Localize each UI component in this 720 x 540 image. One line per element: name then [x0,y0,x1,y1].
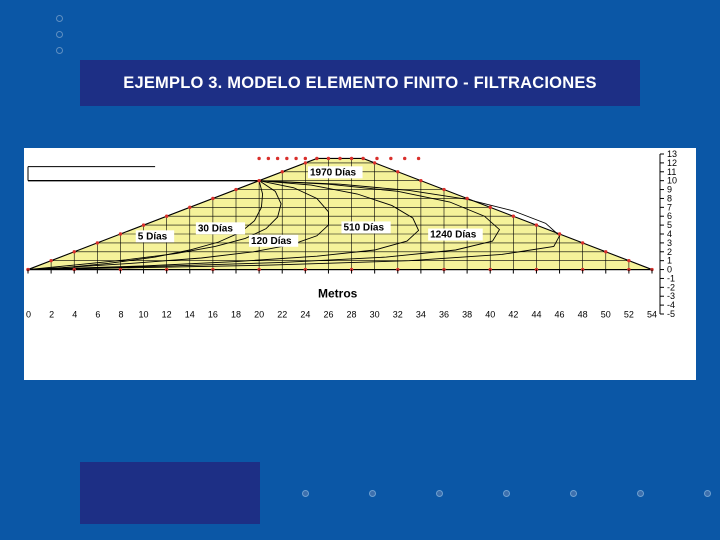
svg-text:9: 9 [667,185,672,195]
svg-text:-2: -2 [667,282,675,292]
svg-text:1970 Días: 1970 Días [310,167,357,178]
svg-text:5 Días: 5 Días [138,231,168,242]
svg-text:2: 2 [49,310,54,320]
svg-text:22: 22 [277,310,287,320]
svg-text:1: 1 [667,256,672,266]
footer-dots [302,490,711,497]
svg-text:2: 2 [667,247,672,257]
svg-text:36: 36 [439,310,449,320]
svg-text:14: 14 [185,310,195,320]
svg-text:Metros: Metros [318,287,358,301]
svg-text:54: 54 [647,310,657,320]
svg-text:10: 10 [139,310,149,320]
svg-text:6: 6 [667,211,672,221]
title-bar: EJEMPLO 3. MODELO ELEMENTO FINITO - FILT… [80,60,640,106]
chart-panel: -5-4-3-2-10123456789101112135 Días30 Día… [24,148,696,380]
svg-text:13: 13 [667,149,677,159]
svg-text:48: 48 [578,310,588,320]
svg-text:-3: -3 [667,291,675,301]
footer-box [80,462,260,524]
svg-text:34: 34 [416,310,426,320]
svg-text:28: 28 [347,310,357,320]
svg-text:0: 0 [667,265,672,275]
svg-text:510 Días: 510 Días [343,222,384,233]
svg-text:30: 30 [370,310,380,320]
svg-text:46: 46 [555,310,565,320]
svg-text:32: 32 [393,310,403,320]
svg-text:4: 4 [667,229,672,239]
slide-bullets [56,6,63,63]
svg-text:8: 8 [118,310,123,320]
svg-text:12: 12 [162,310,172,320]
svg-text:50: 50 [601,310,611,320]
svg-text:-1: -1 [667,273,675,283]
svg-text:38: 38 [462,310,472,320]
svg-text:30 Días: 30 Días [198,223,233,234]
svg-text:8: 8 [667,193,672,203]
svg-text:40: 40 [485,310,495,320]
svg-text:7: 7 [667,202,672,212]
svg-text:52: 52 [624,310,634,320]
svg-text:-4: -4 [667,300,675,310]
svg-text:20: 20 [254,310,264,320]
svg-text:4: 4 [72,310,77,320]
svg-text:26: 26 [323,310,333,320]
svg-text:-5: -5 [667,309,675,319]
svg-text:1240 Días: 1240 Días [430,230,477,241]
title-text: EJEMPLO 3. MODELO ELEMENTO FINITO - FILT… [123,74,596,93]
svg-text:3: 3 [667,238,672,248]
svg-text:24: 24 [300,310,310,320]
svg-text:12: 12 [667,158,677,168]
svg-text:5: 5 [667,220,672,230]
svg-text:11: 11 [667,167,676,177]
dam-seepage-diagram: -5-4-3-2-10123456789101112135 Días30 Día… [24,148,696,380]
svg-text:44: 44 [531,310,541,320]
svg-text:16: 16 [208,310,218,320]
svg-text:18: 18 [231,310,241,320]
svg-text:10: 10 [667,176,677,186]
svg-text:42: 42 [508,310,518,320]
svg-text:0: 0 [26,310,31,320]
svg-text:6: 6 [95,310,100,320]
svg-text:120 Días: 120 Días [251,236,292,247]
